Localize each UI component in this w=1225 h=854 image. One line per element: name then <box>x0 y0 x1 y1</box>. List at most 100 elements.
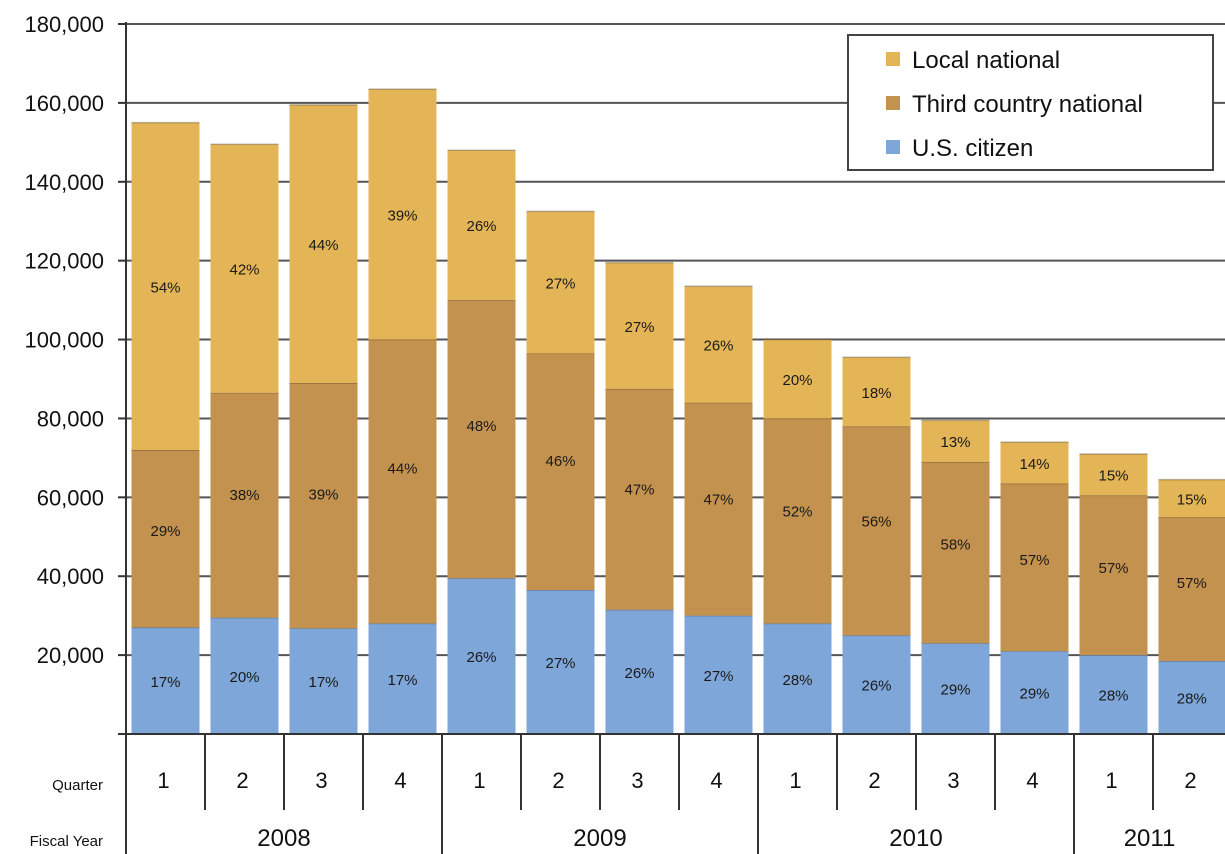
bar-local-national <box>605 262 674 389</box>
data-label: 58% <box>940 536 970 553</box>
data-label: 26% <box>624 665 654 682</box>
legend-label: Local national <box>912 47 1060 74</box>
bars <box>131 88 1225 734</box>
data-label: 57% <box>1098 560 1128 577</box>
y-tick-label: 100,000 <box>24 328 104 353</box>
quarter-label: 3 <box>947 768 959 793</box>
data-label: 18% <box>861 385 891 402</box>
data-label: 54% <box>150 279 180 296</box>
data-label: 46% <box>545 453 575 470</box>
fiscal-year-row-label: Fiscal Year <box>30 833 103 850</box>
bar-third-country-national <box>921 461 990 644</box>
data-label: 27% <box>624 319 654 336</box>
data-label: 17% <box>150 674 180 691</box>
category-table: 1 2 3 4 1 2 3 4 1 2 3 4 1 2 2008 2009 2010 2011 Quarter Fis… <box>30 734 1197 854</box>
quarter-label: 2 <box>868 768 880 793</box>
fiscal-year-label: 2011 <box>1124 825 1176 852</box>
data-label: 26% <box>861 678 891 695</box>
legend-swatch <box>886 140 900 154</box>
data-label: 15% <box>1098 468 1128 485</box>
quarter-label: 4 <box>394 768 406 793</box>
quarter-label: 1 <box>473 768 485 793</box>
bar-local-national <box>447 150 516 301</box>
data-label: 57% <box>1177 575 1207 592</box>
quarter-label: 1 <box>1105 768 1117 793</box>
bar-u-s-citizen <box>1158 661 1225 734</box>
bar-local-national <box>763 339 832 419</box>
legend-swatch <box>886 96 900 110</box>
data-label: 20% <box>229 669 259 686</box>
data-label: 29% <box>940 682 970 699</box>
y-tick-label: 160,000 <box>24 91 104 116</box>
y-tick-label: 120,000 <box>24 249 104 274</box>
data-label: 42% <box>229 262 259 279</box>
legend-label: Third country national <box>912 91 1143 118</box>
data-label: 14% <box>1019 456 1049 473</box>
bar-u-s-citizen <box>1000 651 1069 734</box>
bar-local-national <box>921 420 990 462</box>
bar-u-s-citizen <box>368 623 437 734</box>
data-label: 39% <box>308 486 338 503</box>
bar-local-national <box>1000 442 1069 484</box>
legend: Local national Third country national U.S.… <box>847 34 1214 171</box>
legend-box <box>847 34 1214 171</box>
bar-local-national <box>289 104 358 383</box>
quarter-label: 2 <box>1184 768 1196 793</box>
bar-u-s-citizen <box>210 617 279 734</box>
bar-local-national <box>210 144 279 393</box>
data-label: 29% <box>1019 686 1049 703</box>
bar-third-country-national <box>605 388 674 610</box>
quarter-label: 1 <box>789 768 801 793</box>
bar-u-s-citizen <box>526 590 595 734</box>
bar-u-s-citizen <box>447 578 516 734</box>
data-label: 28% <box>1177 691 1207 708</box>
bar-third-country-national <box>1158 517 1225 662</box>
data-label: 15% <box>1177 491 1207 508</box>
bar-local-national <box>1158 479 1225 518</box>
bar-third-country-national <box>763 418 832 624</box>
bar-u-s-citizen <box>763 623 832 734</box>
bar-u-s-citizen <box>605 609 674 734</box>
bar-third-country-national <box>526 353 595 591</box>
quarter-label: 2 <box>236 768 248 793</box>
fiscal-year-label: 2009 <box>573 825 626 852</box>
data-label: 28% <box>782 672 812 689</box>
bar-third-country-national <box>684 402 753 616</box>
data-label: 44% <box>308 237 338 254</box>
y-tick-label: 40,000 <box>37 564 104 589</box>
data-label: 38% <box>229 487 259 504</box>
bar-third-country-national <box>289 382 358 629</box>
data-label: 52% <box>782 504 812 521</box>
bar-local-national <box>368 89 437 340</box>
quarter-label: 4 <box>710 768 722 793</box>
legend-swatch <box>886 52 900 66</box>
fiscal-year-label: 2010 <box>889 825 942 852</box>
bar-third-country-national <box>1000 483 1069 652</box>
bar-third-country-national <box>447 300 516 579</box>
data-label: 57% <box>1019 552 1049 569</box>
data-label: 28% <box>1098 688 1128 705</box>
bar-u-s-citizen <box>684 615 753 734</box>
data-label: 47% <box>624 481 654 498</box>
y-tick-label: 180,000 <box>24 12 104 37</box>
data-label: 44% <box>387 460 417 477</box>
quarter-row-label: Quarter <box>52 777 103 794</box>
data-label: 27% <box>545 655 575 672</box>
data-label: 13% <box>940 434 970 451</box>
data-label: 27% <box>703 668 733 685</box>
data-label: 26% <box>466 649 496 666</box>
y-tick-label: 140,000 <box>24 170 104 195</box>
bar-percent-labels: 17% 20% 17% 17% 26% 27% 26% 27% 28% 26% 29% 29% 28% 2… <box>150 207 1206 707</box>
bar-u-s-citizen <box>842 635 911 734</box>
quarter-label: 4 <box>1026 768 1038 793</box>
bar-u-s-citizen <box>921 643 990 734</box>
bar-third-country-national <box>210 392 279 618</box>
bar-u-s-citizen <box>131 627 200 734</box>
bar-third-country-national <box>842 426 911 636</box>
data-label: 48% <box>466 418 496 435</box>
legend-label: U.S. citizen <box>912 135 1033 162</box>
data-label: 47% <box>703 492 733 509</box>
bar-local-national <box>131 122 200 450</box>
data-label: 17% <box>387 672 417 689</box>
